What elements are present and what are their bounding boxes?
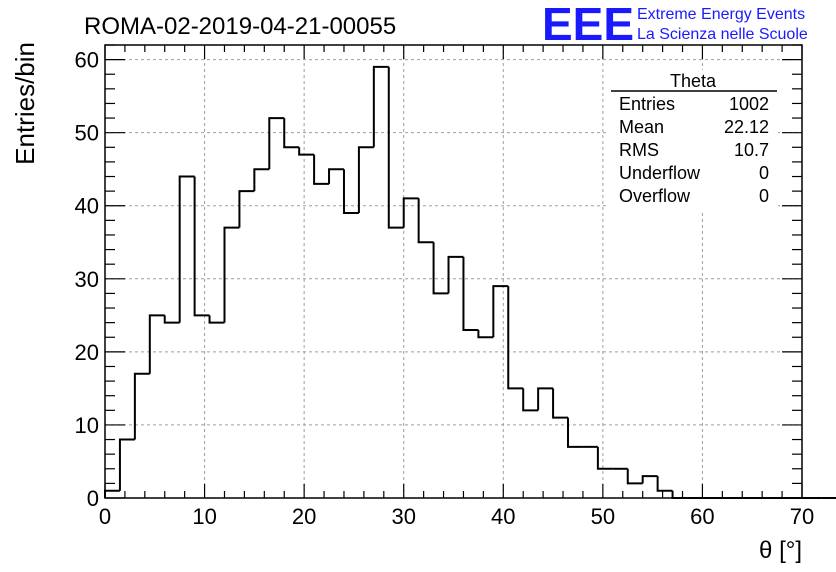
stats-box-background <box>609 70 778 210</box>
histogram-bin <box>432 242 449 295</box>
histogram-bin <box>178 175 195 323</box>
histogram-bin <box>552 388 569 419</box>
stats-row-label: Entries <box>619 94 675 114</box>
y-axis-label: Entries/bin <box>10 42 40 165</box>
stats-row-value: 0 <box>759 186 769 206</box>
histogram-bin <box>342 169 359 215</box>
grid-lines <box>105 45 802 498</box>
histogram-bin <box>567 417 583 448</box>
x-tick-label: 70 <box>790 504 814 529</box>
plot-frame <box>104 44 803 499</box>
histogram-bin <box>357 146 374 214</box>
histogram-bin <box>522 388 539 412</box>
histogram-bin <box>656 476 673 492</box>
eee-logo-text: EEE <box>542 0 634 50</box>
stats-row-value: 1002 <box>729 94 769 114</box>
histogram-bin <box>133 372 150 440</box>
histogram-bin <box>537 387 554 411</box>
tick-labels: 0 10 20 30 40 50 60 70 0 10 20 30 40 50 60 <box>75 48 815 529</box>
histogram-bins <box>104 65 836 499</box>
histogram-bin <box>193 176 210 317</box>
y-tick-label: 20 <box>75 340 99 365</box>
logo-line-1: Extreme Energy Events <box>637 6 805 23</box>
stats-row-value: 10.7 <box>734 140 769 160</box>
stats-row-label: Underflow <box>619 163 701 183</box>
axes <box>104 44 803 499</box>
x-tick-label: 10 <box>192 504 216 529</box>
histogram-bin <box>402 197 419 228</box>
histogram-bin <box>417 198 434 244</box>
histogram-bin <box>641 475 658 484</box>
histogram-bin <box>283 118 300 149</box>
histogram-bin <box>387 66 404 229</box>
x-tick-label: 0 <box>99 504 111 529</box>
histogram-bin <box>492 285 509 338</box>
stats-row-label: Overflow <box>619 186 691 206</box>
histogram-bin <box>148 314 165 374</box>
histogram-bin <box>462 256 479 331</box>
x-axis-label: θ [°] <box>759 537 802 564</box>
stats-box: Theta Entries 1002 Mean 22.12 RMS 10.7 Underfl… <box>609 70 778 210</box>
y-tick-label: 0 <box>87 486 99 511</box>
stats-row-label: RMS <box>619 140 659 160</box>
x-tick-label: 40 <box>491 504 515 529</box>
histogram-bin <box>238 190 255 228</box>
chart-title: ROMA-02-2019-04-21-00055 <box>84 13 396 40</box>
histogram-bin <box>447 255 464 294</box>
y-tick-label: 10 <box>75 413 99 438</box>
histogram-bin <box>223 226 240 323</box>
eee-logo: EEE Extreme Energy Events La Scienza nel… <box>542 0 808 50</box>
histogram-bin <box>328 168 344 184</box>
stats-box-title: Theta <box>670 71 717 91</box>
histogram-bin <box>298 147 315 156</box>
y-tick-label: 30 <box>75 267 99 292</box>
x-tick-label: 60 <box>690 504 714 529</box>
histogram-bin <box>118 438 135 491</box>
x-tick-label: 50 <box>591 504 615 529</box>
logo-line-2: La Scienza nelle Scuole <box>637 26 808 43</box>
histogram-bin <box>671 490 688 499</box>
y-tick-label: 60 <box>75 48 99 73</box>
histogram-bin <box>372 65 389 148</box>
stats-row-value: 0 <box>759 163 769 183</box>
histogram-bin <box>268 117 285 170</box>
histogram-bin <box>626 468 643 485</box>
histogram-bin <box>208 315 225 324</box>
stats-row-value: 22.12 <box>724 117 769 137</box>
histogram-bin <box>507 286 524 390</box>
histogram-bin <box>313 154 330 185</box>
y-tick-label: 40 <box>75 194 99 219</box>
histogram-bin <box>253 168 270 192</box>
x-tick-label: 20 <box>292 504 316 529</box>
histogram-bin <box>163 315 180 324</box>
histogram-bin <box>596 446 613 470</box>
histogram-bin <box>477 329 494 339</box>
x-tick-label: 30 <box>391 504 415 529</box>
stats-rows: Entries 1002 Mean 22.12 RMS 10.7 Underflow 0 Ove… <box>619 94 769 206</box>
histogram-bin <box>104 489 120 498</box>
stats-row-label: Mean <box>619 117 664 137</box>
y-tick-label: 50 <box>75 121 99 146</box>
